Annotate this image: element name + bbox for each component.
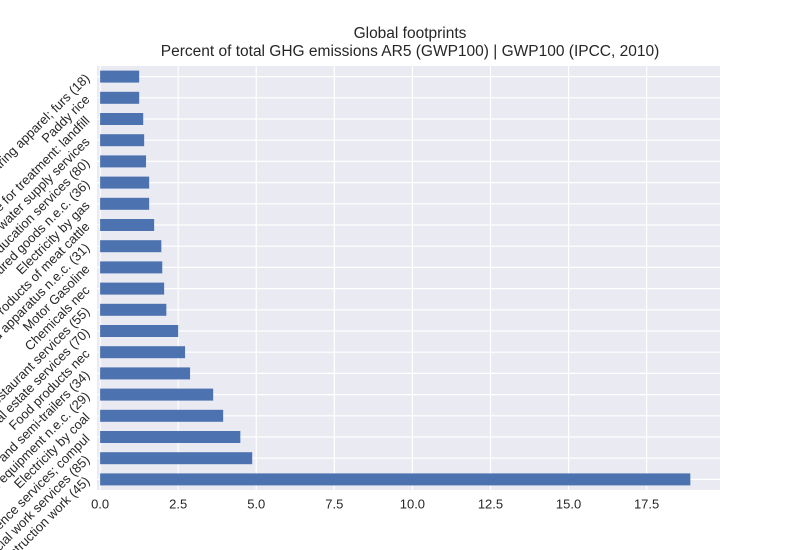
x-tick-label: 12.5 [478, 496, 503, 511]
x-tick-label: 2.5 [169, 496, 187, 511]
chart-subtitle: Percent of total GHG emissions AR5 (GWP1… [161, 43, 659, 60]
bar [100, 240, 162, 253]
bar [100, 452, 253, 465]
bar [100, 134, 145, 147]
x-tick-label: 17.5 [634, 496, 659, 511]
bar [100, 473, 691, 486]
bar [100, 261, 163, 274]
plot-area [97, 66, 720, 490]
chart-title: Global footprints [354, 25, 467, 42]
bar [100, 367, 191, 380]
x-tick-label: 0.0 [91, 496, 109, 511]
bar [100, 303, 167, 316]
bar [100, 70, 140, 83]
bar [100, 346, 186, 359]
x-tick-label: 7.5 [325, 496, 343, 511]
x-tick-label: 10.0 [400, 496, 425, 511]
bar [100, 409, 224, 422]
bar [100, 325, 179, 337]
bar [100, 113, 144, 125]
bar [100, 176, 150, 189]
bar [100, 155, 147, 168]
bar [100, 91, 140, 104]
bar [100, 431, 241, 443]
bar [100, 388, 214, 401]
bar [100, 219, 155, 231]
bar [100, 282, 165, 295]
x-tick-label: 15.0 [556, 496, 581, 511]
x-tick-label: 5.0 [247, 496, 265, 511]
bar [100, 197, 150, 210]
